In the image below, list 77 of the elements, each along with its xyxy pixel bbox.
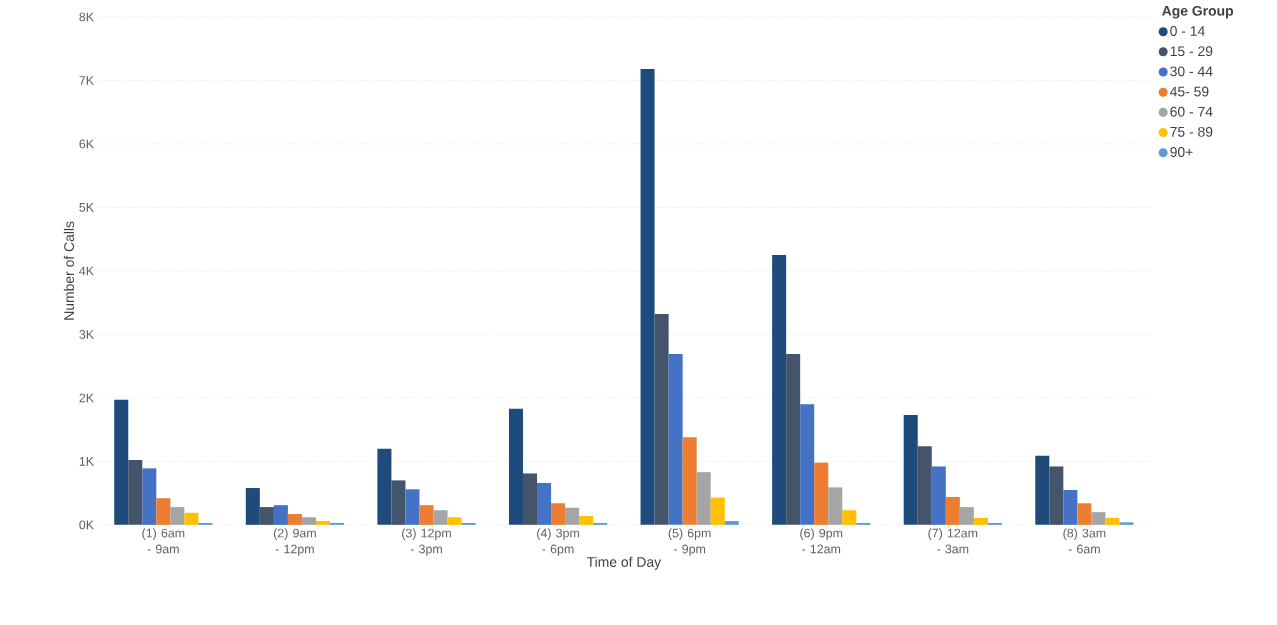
bar: [959, 507, 974, 526]
y-tick-label: 3K: [79, 330, 94, 339]
bar: [973, 518, 988, 526]
bar: [114, 399, 129, 526]
bar: [800, 404, 815, 526]
bar: [682, 437, 697, 526]
legend-label: 30 - 44: [1170, 66, 1213, 77]
bar: [842, 510, 857, 526]
legend-label: 15 - 29: [1170, 46, 1213, 57]
bar: [156, 498, 171, 526]
bar: [259, 507, 274, 526]
legend-label: 90+: [1170, 147, 1193, 158]
x-axis-title: Time of Day: [586, 556, 662, 570]
bar: [668, 354, 683, 526]
bar: [391, 480, 406, 526]
bar: [245, 488, 260, 526]
bar: [1063, 490, 1078, 526]
bar: [301, 517, 316, 526]
bar: [184, 512, 199, 526]
bar: [1049, 466, 1064, 526]
y-tick-label: 8K: [79, 12, 94, 22]
y-tick-label: 6K: [79, 139, 94, 149]
legend-label: 60 - 74: [1170, 106, 1213, 117]
x-tick-label: (4) 3pm - 6pm: [537, 528, 579, 557]
bar: [1035, 455, 1050, 526]
bar: [828, 487, 843, 526]
bar: [710, 497, 725, 526]
bar: [1091, 512, 1106, 526]
bar: [654, 314, 669, 526]
bar: [724, 521, 739, 526]
bar: [640, 69, 655, 526]
x-tick-label: (1) 6am - 9am: [142, 528, 185, 554]
x-tick-label: (7) 12am - 3am: [928, 528, 978, 554]
legend-label: 75 - 89: [1170, 127, 1213, 137]
bar: [128, 460, 143, 526]
bar: [772, 255, 787, 526]
x-tick-label: (5) 6pm - 9pm: [668, 528, 711, 557]
bar: [315, 521, 331, 526]
bar: [931, 466, 946, 526]
bar: [433, 510, 448, 526]
legend-title: Age Group: [1162, 6, 1234, 19]
bar: [579, 516, 594, 526]
bar: [377, 448, 392, 526]
x-tick-label: (2) 9am - 12pm: [273, 528, 316, 557]
bar: [405, 489, 420, 526]
bar: [1077, 503, 1092, 526]
bar: [945, 497, 960, 526]
bar: [1119, 522, 1134, 526]
bar: [142, 468, 157, 526]
bar: [273, 505, 288, 526]
bar: [419, 505, 434, 526]
bar: [523, 473, 538, 526]
bar: [786, 354, 801, 526]
bar: [170, 507, 185, 526]
y-tick-label: 4K: [79, 266, 94, 276]
bar: [1105, 518, 1120, 526]
bar: [287, 514, 302, 526]
y-tick-label: 2K: [79, 393, 94, 403]
bar: [447, 517, 462, 526]
x-tick-label: (8) 3am - 6am: [1063, 528, 1106, 554]
bar: [696, 472, 711, 526]
y-tick-label: 7K: [79, 76, 94, 85]
bar: [814, 462, 829, 526]
x-tick-label: (3) 12pm - 3pm: [402, 528, 451, 557]
legend-label: 45- 59: [1169, 86, 1209, 97]
bar: [565, 507, 580, 526]
bar: [903, 415, 918, 526]
bar: [917, 446, 932, 526]
y-tick-label: 1K: [79, 457, 94, 466]
bar: [508, 408, 523, 526]
legend-label: 0 - 14: [1170, 26, 1205, 37]
bar: [537, 483, 552, 526]
y-tick-label: 0K: [79, 520, 94, 530]
bar: [551, 503, 566, 526]
y-tick-label: 5K: [79, 203, 94, 212]
x-tick-label: (6) 9pm - 12am: [800, 528, 843, 554]
y-axis-title: Number of Calls: [63, 221, 75, 320]
